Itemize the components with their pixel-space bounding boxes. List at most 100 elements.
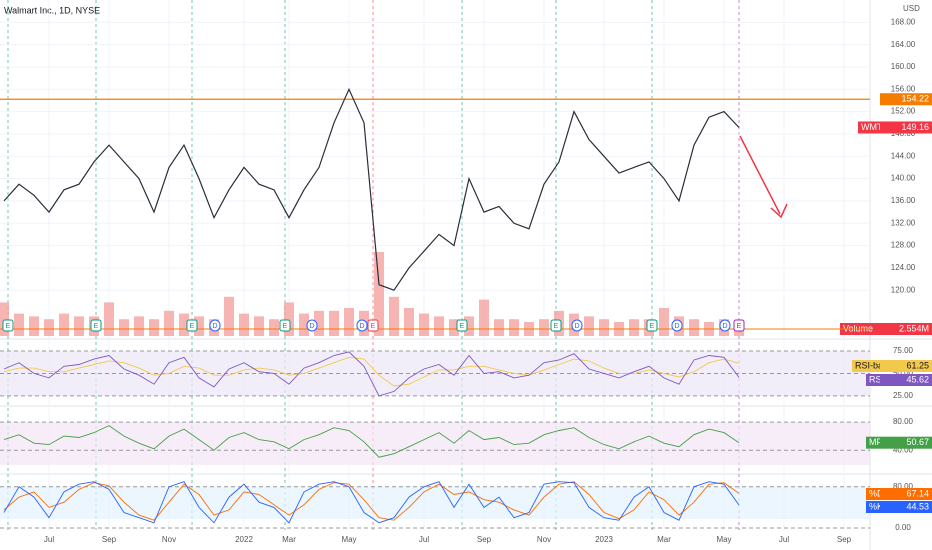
volume-bar <box>689 319 699 336</box>
volume-bar <box>134 316 144 336</box>
axis-tag <box>858 121 880 134</box>
volume-bar <box>434 316 444 336</box>
volume-bar <box>149 319 159 336</box>
event-icon <box>671 319 683 332</box>
volume-bar <box>734 328 744 336</box>
axis-tag <box>880 488 932 500</box>
series-line <box>3 87 740 291</box>
band <box>0 486 870 519</box>
event-label: E <box>190 323 195 330</box>
band <box>0 422 870 465</box>
event-label: D <box>674 323 679 330</box>
y-tick-label: 124.00 <box>891 263 916 272</box>
event-icon <box>186 319 198 332</box>
event-label: E <box>460 323 465 330</box>
axis-tag-name: %K <box>869 501 883 511</box>
event-icon <box>279 319 291 332</box>
x-tick-label: Mar <box>657 535 671 544</box>
x-tick-label: 2023 <box>595 535 613 544</box>
event-label: D <box>574 323 579 330</box>
volume-bar <box>104 302 114 336</box>
y-tick-label: 0.00 <box>895 523 911 532</box>
y-tick-label: 156.00 <box>891 84 916 93</box>
arrow <box>739 135 781 215</box>
volume-bar <box>194 316 204 336</box>
y-tick-label: 160.00 <box>891 62 916 71</box>
volume-bar <box>119 319 129 336</box>
y-tick-label: 132.00 <box>891 218 916 227</box>
y-tick-label: 75.00 <box>893 346 914 355</box>
x-tick-label: Nov <box>537 535 551 544</box>
y-tick-label: 152.00 <box>891 107 916 116</box>
x-tick-label: Mar <box>282 535 296 544</box>
axis-tag-name: MF <box>869 437 882 447</box>
volume-bar <box>0 302 9 336</box>
y-tick-label: 144.00 <box>891 151 916 160</box>
x-tick-label: Sep <box>477 535 492 544</box>
volume-bar <box>539 319 549 336</box>
y-tick-label: 120.00 <box>891 285 916 294</box>
event-label: E <box>283 323 288 330</box>
volume-bar <box>419 313 429 336</box>
series-line <box>3 425 740 458</box>
event-icon <box>550 319 562 332</box>
axis-tag <box>880 436 932 449</box>
arrow-head <box>770 203 788 219</box>
event-icon <box>571 319 583 332</box>
axis-tag <box>866 488 880 500</box>
y-tick-label: 140.00 <box>891 174 916 183</box>
axis-tag <box>880 93 932 106</box>
volume-bar <box>599 319 609 336</box>
volume-bar <box>29 316 39 336</box>
y-tick-label: 128.00 <box>891 241 916 250</box>
y-tick-label: 40.00 <box>893 445 914 454</box>
axis-tag <box>880 121 932 134</box>
volume-bar <box>269 319 279 336</box>
event-icon <box>646 319 658 332</box>
axis-tag-label: 44.53 <box>906 501 929 511</box>
event-icon <box>2 319 14 332</box>
series-line <box>3 351 740 397</box>
axis-tag <box>880 360 932 372</box>
x-tick-label: Sep <box>102 535 117 544</box>
volume-bar <box>224 296 234 336</box>
volume-bar <box>479 299 489 336</box>
x-tick-label: Jul <box>44 535 54 544</box>
y-tick-label: 136.00 <box>891 196 916 205</box>
volume-bar <box>284 302 294 336</box>
volume-bar <box>14 313 24 336</box>
event-label: E <box>94 323 99 330</box>
event-label: E <box>6 323 11 330</box>
volume-bar <box>509 319 519 336</box>
series-line <box>3 481 740 521</box>
axis-tag-label: 149.16 <box>901 122 929 132</box>
axis-tag-label: 50.67 <box>906 437 929 447</box>
volume-bar <box>404 308 414 336</box>
axis-tag-name: %D <box>869 488 884 498</box>
event-label: E <box>554 323 559 330</box>
x-tick-label: May <box>341 535 356 544</box>
volume-bar <box>179 313 189 336</box>
x-tick-label: May <box>716 535 731 544</box>
volume-bar <box>254 316 264 336</box>
y-tick-label: 148.00 <box>891 129 916 138</box>
event-icon <box>90 319 102 332</box>
axis-tag <box>852 360 880 372</box>
event-icon <box>356 319 368 332</box>
y-axis-label: USD <box>903 4 920 13</box>
y-tick-label: 80.00 <box>893 417 914 426</box>
y-tick-label: 80.00 <box>893 482 914 491</box>
chart-title: Walmart Inc., 1D, NYSE <box>4 5 100 15</box>
event-label: E <box>737 323 742 330</box>
event-label: D <box>722 323 727 330</box>
axis-tag <box>880 501 932 513</box>
volume-bar <box>584 316 594 336</box>
axis-tag <box>880 374 932 386</box>
volume-bar <box>44 319 54 336</box>
x-tick-label: Nov <box>162 535 176 544</box>
event-label: D <box>309 323 314 330</box>
volume-bar <box>74 316 84 336</box>
y-tick-label: 164.00 <box>891 40 916 49</box>
